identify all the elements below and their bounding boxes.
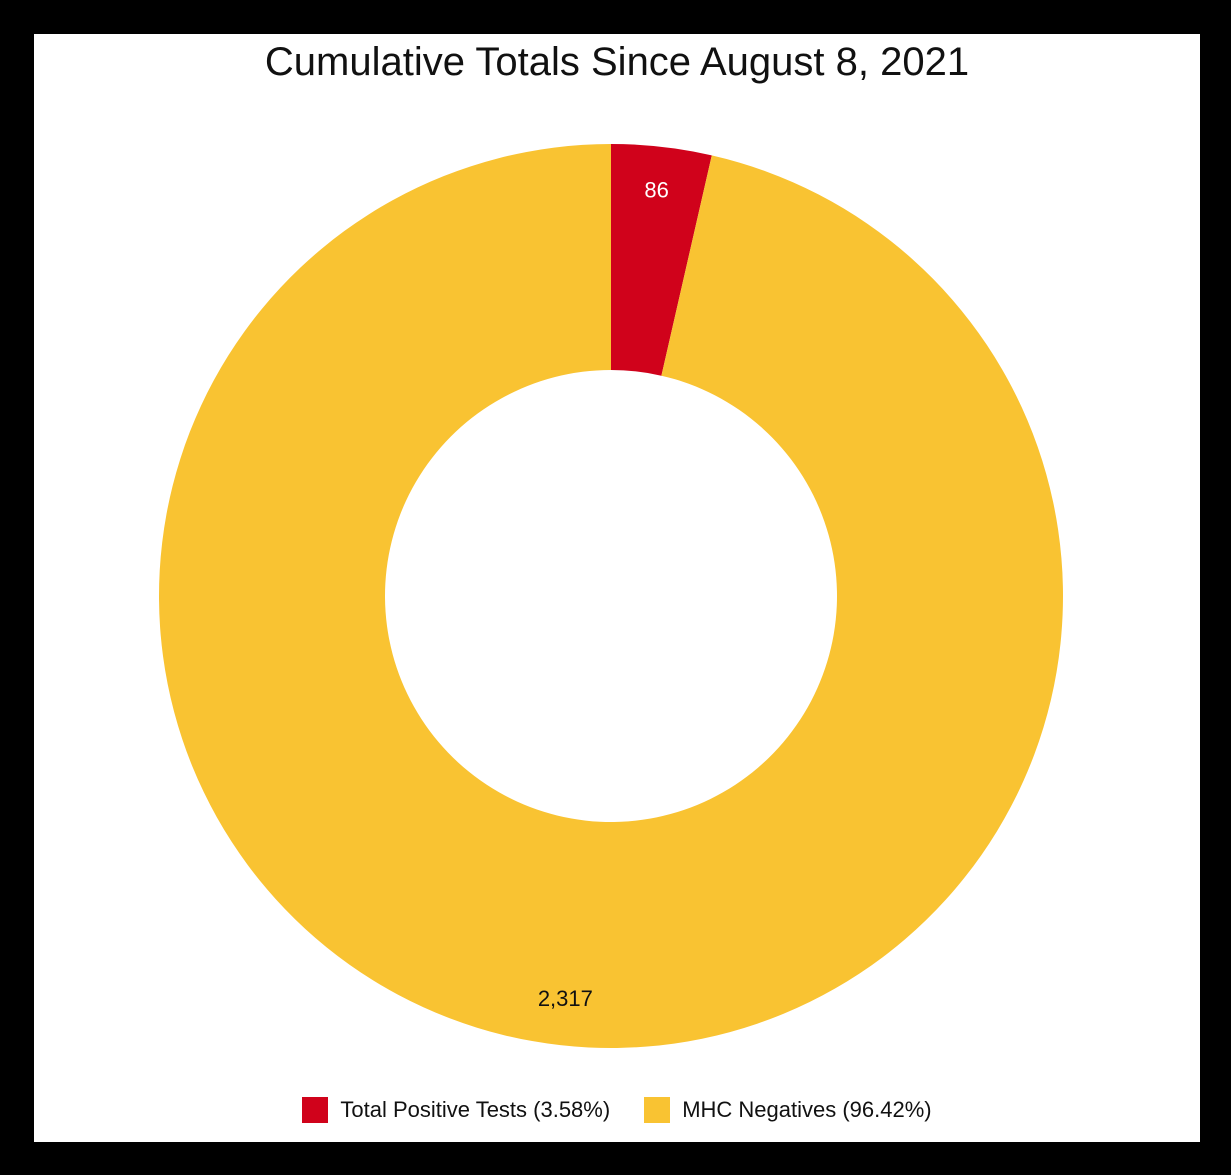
data-label-total-positive-tests: 86: [644, 178, 668, 203]
slice-mhc-negatives[interactable]: [159, 144, 1064, 1048]
data-label-mhc-negatives: 2,317: [538, 986, 593, 1011]
legend-item-total-positive-tests[interactable]: Total Positive Tests (3.58%): [302, 1097, 610, 1123]
legend-label-mhc-negatives: MHC Negatives (96.42%): [682, 1097, 932, 1122]
chart-title: Cumulative Totals Since August 8, 2021: [264, 40, 970, 84]
donut-chart: 86 2,317: [159, 144, 1064, 1048]
legend-swatch-total-positive-tests: [302, 1097, 329, 1123]
chart-panel: Cumulative Totals Since August 8, 2021 8…: [34, 34, 1200, 1142]
legend-swatch-mhc-negatives: [644, 1097, 671, 1123]
legend-label-total-positive-tests: Total Positive Tests (3.58%): [340, 1097, 611, 1122]
slice-total-positive-tests[interactable]: [611, 144, 712, 376]
chart-legend: Total Positive Tests (3.58%) MHC Negativ…: [34, 1097, 1200, 1123]
legend-item-mhc-negatives[interactable]: MHC Negatives (96.42%): [644, 1097, 932, 1123]
